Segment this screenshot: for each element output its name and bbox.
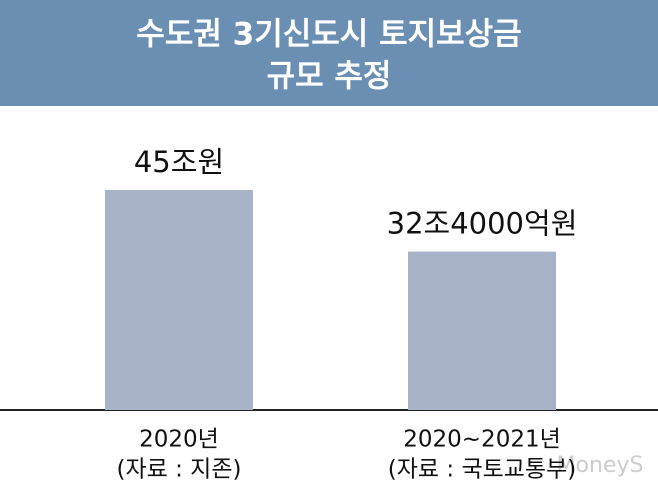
source-label: (자료 : 지존): [117, 457, 242, 483]
chart-title: 규모 추정: [267, 59, 392, 95]
bar: [408, 251, 556, 410]
watermark: MoneyS: [557, 453, 644, 478]
value-label: 45조원: [134, 145, 224, 179]
x-tick-label: 2020~2021년: [403, 427, 561, 453]
header-band: [0, 0, 658, 106]
chart-title: 수도권 3기신도시 토지보상금: [136, 17, 521, 53]
source-label: (자료 : 국토교통부): [388, 457, 576, 483]
x-tick-label: 2020년: [139, 427, 219, 453]
bar: [105, 190, 253, 410]
value-label: 32조4000억원: [387, 207, 578, 241]
